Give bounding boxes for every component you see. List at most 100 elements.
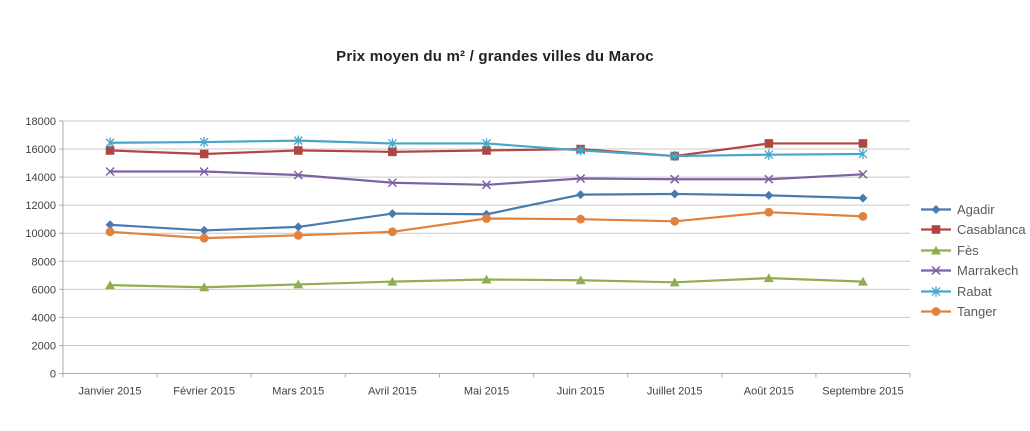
x-marker-icon bbox=[387, 178, 397, 188]
diamond-marker-icon bbox=[764, 190, 774, 200]
asterisk-marker-icon bbox=[199, 136, 209, 148]
y-axis-label: 6000 bbox=[32, 284, 56, 296]
y-axis-label: 12000 bbox=[25, 200, 56, 212]
triangle-marker-icon bbox=[931, 245, 941, 255]
y-axis-label: 14000 bbox=[25, 172, 56, 184]
y-axis-label: 10000 bbox=[25, 228, 56, 240]
x-axis-label: Février 2015 bbox=[173, 386, 235, 398]
triangle-marker-icon bbox=[763, 273, 774, 283]
x-marker-icon bbox=[481, 180, 492, 190]
legend-swatch bbox=[921, 225, 951, 235]
triangle-marker-icon bbox=[105, 280, 116, 290]
legend-swatch bbox=[921, 204, 951, 214]
x-marker-icon bbox=[105, 166, 115, 177]
circle-marker-icon bbox=[387, 227, 397, 237]
x-marker-icon bbox=[576, 173, 586, 184]
circle-marker-icon bbox=[576, 214, 586, 224]
legend-item-tanger: Tanger bbox=[920, 302, 1026, 323]
triangle-marker-icon bbox=[857, 276, 868, 286]
y-axis-label: 2000 bbox=[32, 340, 56, 352]
triangle-marker-icon bbox=[481, 274, 492, 284]
circle-marker-icon bbox=[764, 207, 774, 217]
series-rabat bbox=[105, 135, 868, 162]
series-agadir bbox=[105, 189, 868, 235]
legend-swatch bbox=[921, 307, 951, 317]
diamond-marker-icon bbox=[931, 204, 941, 214]
chart-title: Prix moyen du m² / grandes villes du Mar… bbox=[336, 48, 654, 65]
square-marker-icon bbox=[764, 139, 774, 148]
x-marker-icon bbox=[670, 174, 680, 184]
asterisk-marker-icon bbox=[670, 150, 680, 162]
legend-swatch bbox=[921, 266, 951, 276]
series-marrakech bbox=[105, 166, 868, 190]
diamond-marker-icon bbox=[105, 220, 115, 230]
x-marker-icon bbox=[764, 174, 774, 184]
square-marker-icon bbox=[931, 225, 941, 235]
asterisk-marker-icon bbox=[576, 145, 586, 156]
triangle-marker-icon bbox=[669, 277, 680, 287]
diamond-marker-icon bbox=[670, 189, 680, 199]
asterisk-marker-icon bbox=[858, 148, 868, 160]
legend: Agadir Casablanca Fès Marrakech Rabat Tanger bbox=[920, 199, 1026, 322]
legend-swatch bbox=[921, 245, 951, 255]
legend-swatch bbox=[921, 286, 951, 297]
y-axis-label: 8000 bbox=[32, 256, 56, 268]
square-marker-icon bbox=[199, 149, 209, 159]
asterisk-marker-icon bbox=[931, 286, 941, 297]
x-axis-label: Mai 2015 bbox=[464, 386, 509, 398]
circle-marker-icon bbox=[293, 230, 303, 240]
x-axis-label: Juin 2015 bbox=[557, 386, 605, 398]
diamond-marker-icon bbox=[293, 222, 303, 232]
legend-item-rabat: Rabat bbox=[920, 281, 1026, 302]
x-axis-label: Janvier 2015 bbox=[79, 386, 142, 398]
series-fs bbox=[105, 273, 868, 292]
triangle-marker-icon bbox=[387, 276, 398, 286]
triangle-marker-icon bbox=[293, 279, 304, 289]
triangle-marker-icon bbox=[199, 282, 210, 292]
diamond-marker-icon bbox=[387, 209, 397, 219]
asterisk-marker-icon bbox=[293, 135, 303, 146]
legend-item-marrakech: Marrakech bbox=[920, 261, 1026, 282]
x-marker-icon bbox=[293, 170, 303, 180]
x-marker-icon bbox=[199, 166, 209, 177]
legend-item-fs: Fès bbox=[920, 240, 1026, 261]
diamond-marker-icon bbox=[576, 190, 586, 200]
legend-label: Fès bbox=[957, 242, 979, 258]
x-axis-label: Avril 2015 bbox=[368, 386, 417, 398]
y-axis-label: 18000 bbox=[25, 116, 56, 128]
diamond-marker-icon bbox=[199, 225, 209, 235]
x-axis-label: Juillet 2015 bbox=[647, 386, 703, 398]
circle-marker-icon bbox=[199, 233, 209, 243]
x-marker-icon bbox=[931, 266, 941, 276]
legend-label: Marrakech bbox=[957, 263, 1019, 279]
y-axis-label: 0 bbox=[50, 369, 56, 381]
asterisk-marker-icon bbox=[482, 138, 491, 149]
legend-label: Rabat bbox=[957, 283, 992, 299]
x-axis-label: Août 2015 bbox=[744, 386, 794, 398]
square-marker-icon bbox=[293, 146, 303, 155]
legend-label: Casablanca bbox=[957, 222, 1026, 238]
square-marker-icon bbox=[858, 139, 868, 148]
asterisk-marker-icon bbox=[764, 149, 774, 160]
asterisk-marker-icon bbox=[105, 137, 115, 148]
square-marker-icon bbox=[482, 146, 491, 155]
square-marker-icon bbox=[105, 146, 115, 155]
x-axis-label: Septembre 2015 bbox=[822, 386, 903, 398]
diamond-marker-icon bbox=[858, 193, 868, 203]
circle-marker-icon bbox=[931, 307, 941, 317]
x-marker-icon bbox=[858, 169, 868, 179]
y-axis-label: 16000 bbox=[25, 144, 56, 156]
triangle-marker-icon bbox=[575, 275, 586, 285]
circle-marker-icon bbox=[858, 211, 868, 221]
x-axis-label: Mars 2015 bbox=[272, 386, 324, 398]
legend-item-agadir: Agadir bbox=[920, 199, 1026, 220]
legend-label: Agadir bbox=[957, 201, 995, 217]
circle-marker-icon bbox=[105, 227, 115, 237]
circle-marker-icon bbox=[670, 216, 680, 226]
y-axis-label: 4000 bbox=[32, 312, 56, 324]
square-marker-icon bbox=[388, 147, 397, 157]
legend-label: Tanger bbox=[957, 304, 997, 320]
series-line bbox=[108, 170, 865, 186]
